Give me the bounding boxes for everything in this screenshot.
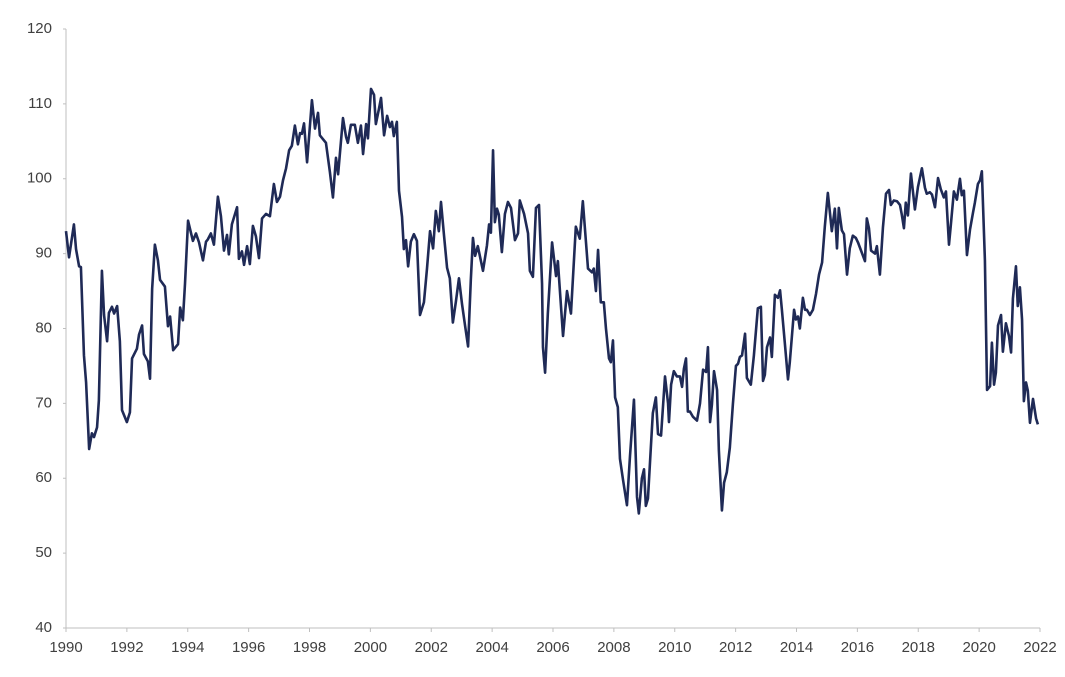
y-tick-label: 60	[35, 469, 52, 486]
x-tick-label: 2020	[962, 639, 995, 656]
x-tick-label: 2002	[415, 639, 448, 656]
x-tick-label: 2014	[780, 639, 813, 656]
y-tick-label: 90	[35, 245, 52, 262]
y-tick-label: 80	[35, 319, 52, 336]
x-tick-label: 1998	[293, 639, 326, 656]
x-tick-label: 2022	[1023, 639, 1056, 656]
x-tick-label: 1990	[49, 639, 82, 656]
x-tick-label: 1994	[171, 639, 204, 656]
x-tick-label: 2006	[536, 639, 569, 656]
y-tick-label: 110	[28, 95, 52, 112]
x-tick-label: 1996	[232, 639, 265, 656]
y-tick-label: 70	[35, 394, 52, 411]
x-tick-label: 2018	[902, 639, 935, 656]
data-line	[64, 87, 1040, 515]
y-tick-label: 100	[27, 170, 52, 187]
y-tick-label: 120	[27, 20, 52, 37]
y-tick-label: 40	[35, 619, 52, 636]
x-tick-label: 1992	[110, 639, 143, 656]
x-tick-label: 2012	[719, 639, 752, 656]
x-tick-label: 2000	[354, 639, 387, 656]
x-tick-label: 2004	[475, 639, 508, 656]
x-tick-label: 2010	[658, 639, 691, 656]
y-tick-label: 50	[35, 544, 52, 561]
x-tick-label: 2016	[841, 639, 874, 656]
x-tick-label: 2008	[597, 639, 630, 656]
